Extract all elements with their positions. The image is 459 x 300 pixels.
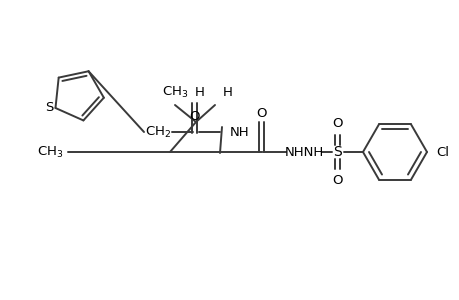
Text: CH$_3$: CH$_3$ <box>37 145 63 160</box>
Text: NH: NH <box>230 125 249 139</box>
Text: O: O <box>332 116 342 130</box>
Text: O: O <box>190 110 200 122</box>
Text: CH$_3$: CH$_3$ <box>162 85 188 100</box>
Text: CH$_2$: CH$_2$ <box>145 124 171 140</box>
Text: S: S <box>45 100 54 113</box>
Text: H: H <box>195 85 205 98</box>
Text: O: O <box>332 175 342 188</box>
Text: S: S <box>333 145 341 159</box>
Text: NHNH: NHNH <box>284 146 323 158</box>
Text: H: H <box>223 85 232 98</box>
Text: Cl: Cl <box>436 146 448 158</box>
Text: O: O <box>256 106 267 119</box>
